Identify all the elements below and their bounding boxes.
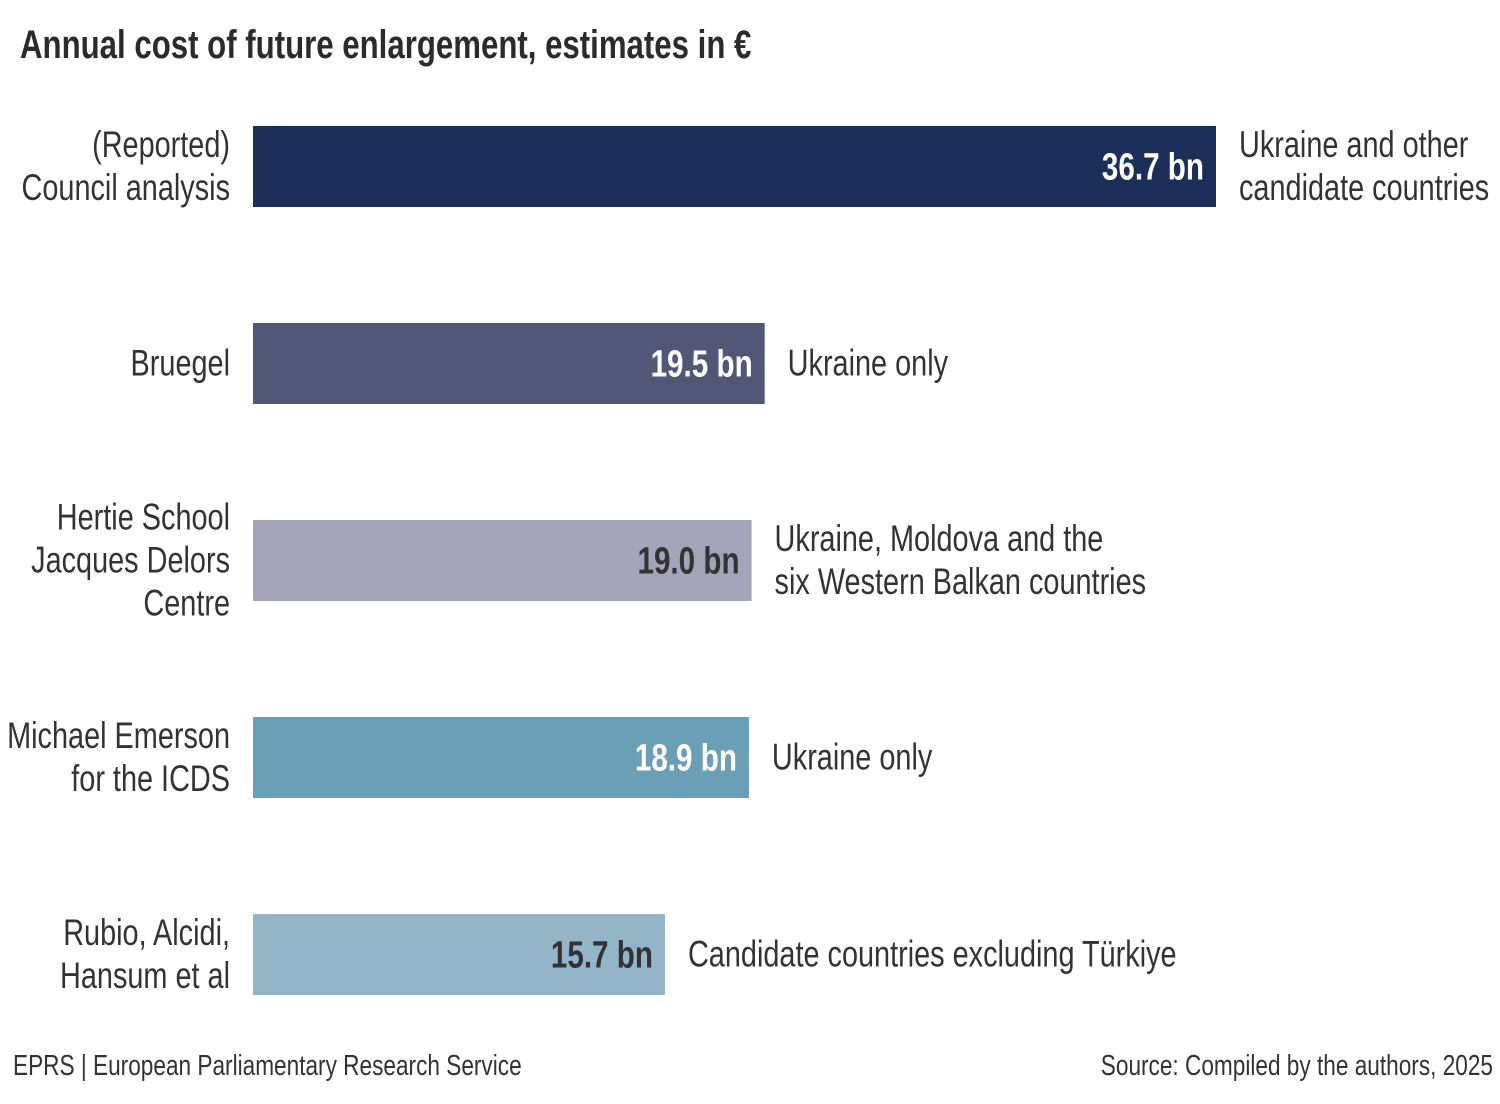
bar [253,126,1216,207]
category-label: Jacques Delors [31,540,230,581]
bar [253,914,665,995]
bar [253,323,765,404]
footer-credit: EPRS | European Parliamentary Research S… [13,1048,522,1081]
category-label: for the ICDS [71,759,230,800]
category-label: Rubio, Alcidi, [63,913,230,954]
category-label: Council analysis [22,168,230,209]
category-label: Bruegel [131,343,230,384]
annotation-label: Ukraine only [772,737,933,778]
category-label: Centre [143,583,230,624]
annotation-label: Candidate countries excluding Türkiye [688,934,1177,975]
value-label: 19.5 bn [651,343,753,385]
annotation-label: Ukraine only [788,343,949,384]
annotation-label: six Western Balkan countries [775,562,1147,603]
chart-title: Annual cost of future enlargement, estim… [20,22,751,67]
value-label: 15.7 bn [551,934,653,976]
category-label: (Reported) [92,125,230,166]
bar [253,717,749,798]
value-label: 18.9 bn [635,737,737,779]
bar [253,520,752,601]
annotation-label: Ukraine and other [1239,125,1468,166]
value-label: 19.0 bn [637,540,739,582]
footer-source: Source: Compiled by the authors, 2025 [1101,1048,1493,1081]
category-label: Michael Emerson [7,716,230,757]
annotation-label: candidate countries [1239,168,1489,209]
annotation-label: Ukraine, Moldova and the [775,519,1104,560]
category-label: Hansum et al [60,956,230,997]
category-label: Hertie School [57,497,230,538]
value-label: 36.7 bn [1102,146,1204,188]
